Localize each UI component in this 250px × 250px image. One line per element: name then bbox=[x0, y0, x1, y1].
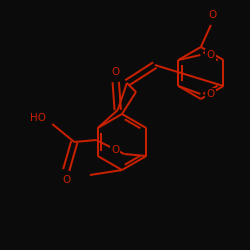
Text: O: O bbox=[206, 50, 214, 60]
Text: O: O bbox=[206, 89, 214, 99]
Text: O: O bbox=[111, 145, 119, 155]
Text: O: O bbox=[112, 67, 120, 77]
Text: O: O bbox=[62, 175, 70, 185]
Text: O: O bbox=[209, 10, 217, 20]
Text: HO: HO bbox=[30, 113, 46, 123]
